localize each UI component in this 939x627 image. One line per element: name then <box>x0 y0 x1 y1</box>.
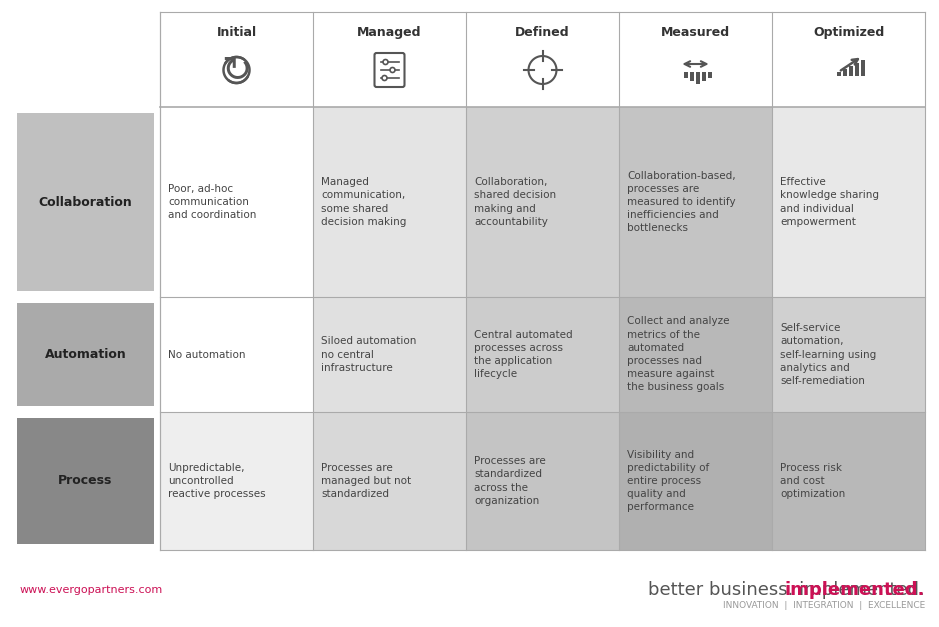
Bar <box>466 297 619 412</box>
Text: Defined: Defined <box>516 26 570 39</box>
Bar <box>17 418 154 544</box>
Text: Collect and analyze
metrics of the
automated
processes nad
measure against
the b: Collect and analyze metrics of the autom… <box>627 317 730 393</box>
Bar <box>619 107 772 297</box>
Bar <box>689 72 694 81</box>
Bar <box>466 107 619 297</box>
Bar <box>772 297 925 412</box>
Bar <box>313 107 466 297</box>
Text: No automation: No automation <box>168 349 245 359</box>
Text: Unpredictable,
uncontrolled
reactive processes: Unpredictable, uncontrolled reactive pro… <box>168 463 266 499</box>
Text: Optimized: Optimized <box>813 26 885 39</box>
Bar <box>772 107 925 297</box>
Bar <box>466 412 619 550</box>
Text: Automation: Automation <box>45 348 127 361</box>
Bar <box>160 12 925 107</box>
Circle shape <box>390 68 395 73</box>
Bar <box>849 66 853 76</box>
Text: ↻: ↻ <box>222 53 252 87</box>
Text: Managed
communication,
some shared
decision making: Managed communication, some shared decis… <box>321 177 407 227</box>
Text: Process risk
and cost
optimization: Process risk and cost optimization <box>780 463 845 499</box>
Text: Poor, ad-hoc
communication
and coordination: Poor, ad-hoc communication and coordinat… <box>168 184 256 220</box>
Text: Managed: Managed <box>357 26 422 39</box>
Bar <box>684 72 687 78</box>
Bar <box>17 113 154 291</box>
Text: www.evergopartners.com: www.evergopartners.com <box>20 585 163 595</box>
Bar <box>860 60 865 76</box>
Text: better business. implemented.: better business. implemented. <box>648 581 925 599</box>
Text: Effective
knowledge sharing
and individual
empowerment: Effective knowledge sharing and individu… <box>780 177 879 227</box>
Text: Processes are
standardized
across the
organization: Processes are standardized across the or… <box>474 456 546 506</box>
Text: Collaboration-based,
processes are
measured to identify
inefficiencies and
bottl: Collaboration-based, processes are measu… <box>627 171 735 233</box>
Bar <box>696 72 700 84</box>
Text: implemented.: implemented. <box>785 581 925 599</box>
Text: Central automated
processes across
the application
lifecycle: Central automated processes across the a… <box>474 330 573 379</box>
Bar <box>160 107 313 297</box>
Bar <box>837 72 840 76</box>
Bar <box>842 69 846 76</box>
Bar <box>854 63 858 76</box>
Text: Visibility and
predictability of
entire process
quality and
performance: Visibility and predictability of entire … <box>627 450 709 512</box>
Text: Initial: Initial <box>216 26 256 39</box>
Text: INNOVATION  |  INTEGRATION  |  EXCELLENCE: INNOVATION | INTEGRATION | EXCELLENCE <box>723 601 925 610</box>
Circle shape <box>383 60 388 65</box>
Bar <box>772 412 925 550</box>
Bar <box>160 412 313 550</box>
Text: Processes are
managed but not
standardized: Processes are managed but not standardiz… <box>321 463 411 499</box>
Bar <box>17 303 154 406</box>
Bar <box>701 72 705 81</box>
Bar <box>313 297 466 412</box>
Text: Self-service
automation,
self-learning using
analytics and
self-remediation: Self-service automation, self-learning u… <box>780 323 876 386</box>
Text: Collaboration,
shared decision
making and
accountability: Collaboration, shared decision making an… <box>474 177 556 227</box>
Bar <box>160 297 313 412</box>
Bar <box>619 412 772 550</box>
Bar <box>707 72 712 78</box>
Bar <box>313 412 466 550</box>
Bar <box>619 297 772 412</box>
Circle shape <box>382 75 387 80</box>
Text: Siloed automation
no central
infrastructure: Siloed automation no central infrastruct… <box>321 336 416 372</box>
Text: Measured: Measured <box>661 26 730 39</box>
Text: Process: Process <box>58 475 113 488</box>
Text: Collaboration: Collaboration <box>38 196 132 209</box>
